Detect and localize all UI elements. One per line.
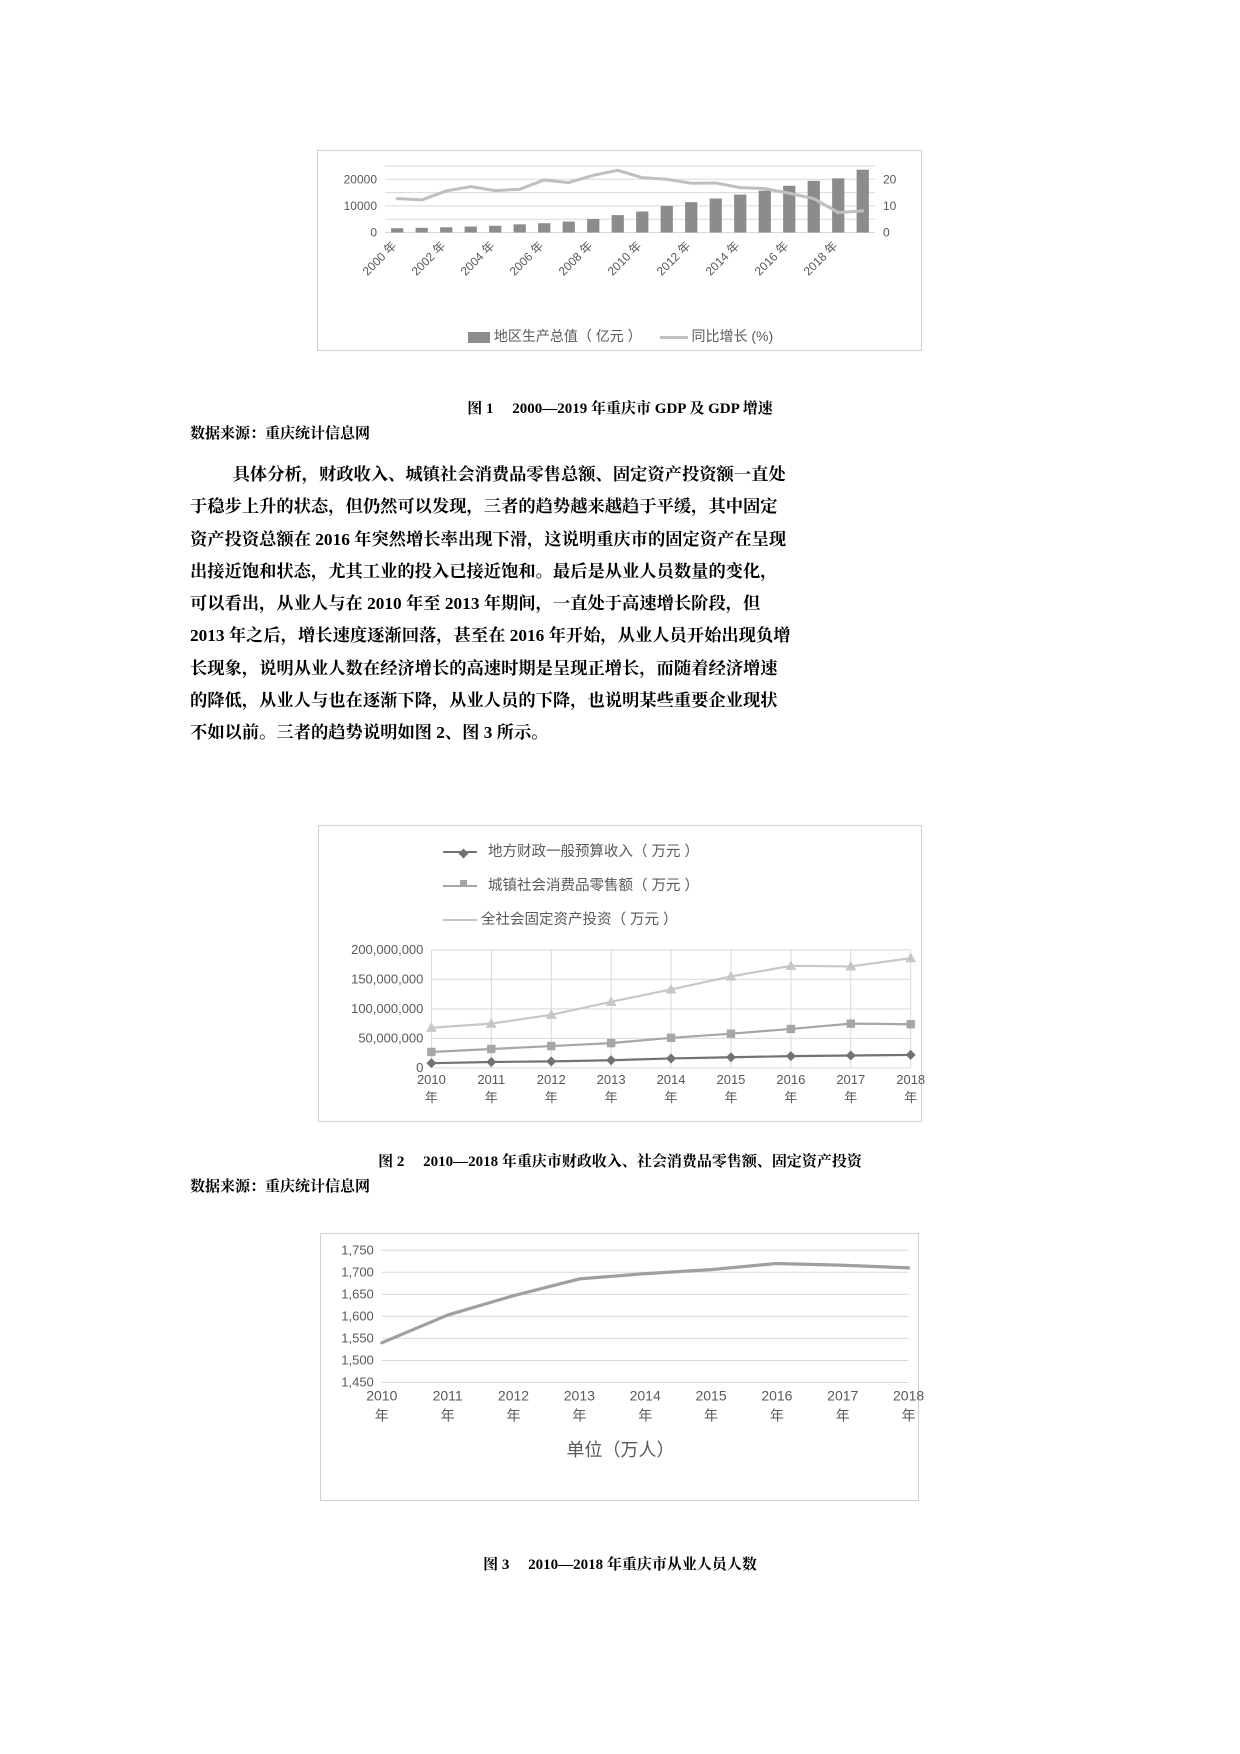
svg-text:年: 年 xyxy=(724,1090,737,1105)
svg-text:年: 年 xyxy=(375,1408,389,1424)
svg-text:年: 年 xyxy=(704,1408,718,1424)
svg-text:2016 年: 2016 年 xyxy=(752,239,792,279)
svg-text:2014 年: 2014 年 xyxy=(703,239,743,279)
svg-text:1,600: 1,600 xyxy=(341,1308,374,1323)
svg-text:2016: 2016 xyxy=(776,1072,805,1087)
svg-text:年: 年 xyxy=(902,1408,916,1424)
svg-text:年: 年 xyxy=(770,1408,784,1424)
svg-text:2014: 2014 xyxy=(630,1388,661,1404)
svg-text:年: 年 xyxy=(605,1090,618,1105)
svg-text:2000 年: 2000 年 xyxy=(360,239,400,279)
svg-text:2014: 2014 xyxy=(657,1072,686,1087)
svg-text:2015: 2015 xyxy=(695,1388,726,1404)
svg-text:1,550: 1,550 xyxy=(341,1330,374,1345)
svg-text:年: 年 xyxy=(904,1090,917,1105)
svg-text:年: 年 xyxy=(545,1090,558,1105)
svg-text:2012: 2012 xyxy=(537,1072,566,1087)
svg-text:2017: 2017 xyxy=(827,1388,858,1404)
svg-text:2012 年: 2012 年 xyxy=(654,239,694,279)
svg-text:年: 年 xyxy=(507,1408,521,1424)
svg-text:10: 10 xyxy=(883,199,897,213)
svg-text:200,000,000: 200,000,000 xyxy=(351,942,423,957)
svg-text:100,000,000: 100,000,000 xyxy=(351,1001,423,1016)
svg-text:1,700: 1,700 xyxy=(341,1264,374,1279)
svg-text:1,650: 1,650 xyxy=(341,1286,374,1301)
svg-text:年: 年 xyxy=(485,1090,498,1105)
svg-text:0: 0 xyxy=(370,226,377,240)
svg-text:2008 年: 2008 年 xyxy=(556,239,596,279)
svg-text:2010: 2010 xyxy=(417,1072,446,1087)
svg-text:2012: 2012 xyxy=(498,1388,529,1404)
svg-text:2017: 2017 xyxy=(836,1072,865,1087)
svg-text:年: 年 xyxy=(844,1090,857,1105)
svg-text:2018: 2018 xyxy=(893,1388,924,1404)
svg-text:2010 年: 2010 年 xyxy=(605,239,645,279)
svg-text:2013: 2013 xyxy=(597,1072,626,1087)
svg-text:50,000,000: 50,000,000 xyxy=(358,1030,423,1045)
svg-text:2011: 2011 xyxy=(433,1388,463,1404)
svg-text:2015: 2015 xyxy=(716,1072,745,1087)
svg-text:2018 年: 2018 年 xyxy=(801,239,841,279)
svg-text:年: 年 xyxy=(665,1090,678,1105)
svg-text:年: 年 xyxy=(836,1408,850,1424)
svg-text:20000: 20000 xyxy=(344,172,378,186)
svg-text:年: 年 xyxy=(784,1090,797,1105)
svg-text:2006 年: 2006 年 xyxy=(507,239,547,279)
svg-text:年: 年 xyxy=(425,1090,438,1105)
svg-text:1,750: 1,750 xyxy=(341,1242,374,1257)
svg-text:年: 年 xyxy=(441,1408,455,1424)
svg-text:1,500: 1,500 xyxy=(341,1352,374,1367)
svg-text:0: 0 xyxy=(883,226,890,240)
svg-text:2018: 2018 xyxy=(896,1072,925,1087)
svg-text:2011: 2011 xyxy=(477,1072,505,1087)
svg-text:2016: 2016 xyxy=(761,1388,792,1404)
svg-text:2004 年: 2004 年 xyxy=(458,239,498,279)
svg-text:年: 年 xyxy=(572,1408,586,1424)
svg-text:20: 20 xyxy=(883,172,897,186)
svg-text:10000: 10000 xyxy=(344,199,378,213)
svg-text:2013: 2013 xyxy=(564,1388,595,1404)
svg-text:2010: 2010 xyxy=(366,1388,397,1404)
svg-text:2002 年: 2002 年 xyxy=(409,239,449,279)
svg-text:年: 年 xyxy=(638,1408,652,1424)
svg-text:150,000,000: 150,000,000 xyxy=(351,971,423,986)
